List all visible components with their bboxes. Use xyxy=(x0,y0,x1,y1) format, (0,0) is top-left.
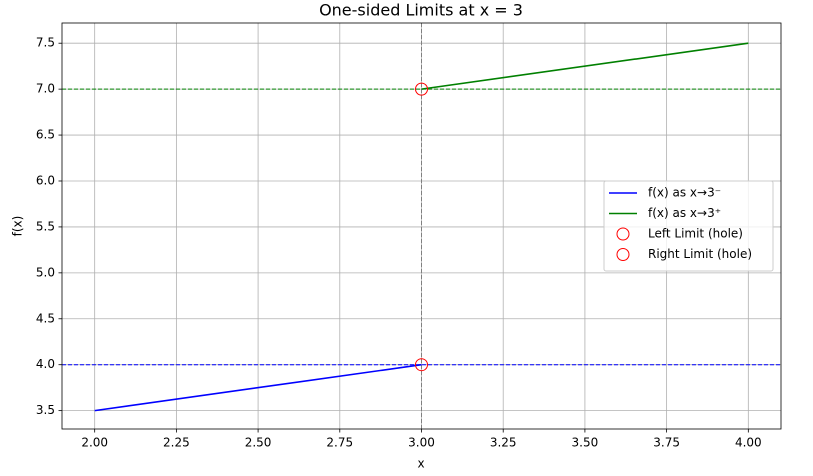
hole-marker xyxy=(415,82,428,96)
y-tick-label: 5.0 xyxy=(36,265,55,279)
legend-marker xyxy=(616,248,630,261)
y-tick-label: 7.5 xyxy=(36,36,55,50)
y-tick-label: 5.5 xyxy=(36,219,55,233)
x-tick-label: 4.00 xyxy=(735,436,762,450)
plot-frame xyxy=(61,22,782,430)
legend-label: f(x) as x→3⁺ xyxy=(648,206,721,220)
hole-marker xyxy=(415,358,428,372)
x-tick-label: 2.25 xyxy=(163,436,190,450)
x-tick-label: 3.50 xyxy=(572,436,599,450)
x-tick-label: 3.75 xyxy=(653,436,680,450)
y-tick-label: 7.0 xyxy=(36,82,55,96)
x-tick-label: 3.00 xyxy=(408,436,435,450)
x-axis-label: x xyxy=(417,457,424,471)
legend-label: f(x) as x→3⁻ xyxy=(648,186,721,200)
y-tick-label: 6.5 xyxy=(36,128,55,142)
legend-marker xyxy=(616,227,630,241)
y-tick-label: 4.5 xyxy=(36,311,55,325)
y-tick-label: 4.0 xyxy=(36,357,55,371)
y-axis-label: f(x) xyxy=(11,216,25,237)
y-tick-label: 6.0 xyxy=(36,173,55,187)
legend-box xyxy=(603,180,774,272)
line-series xyxy=(421,42,749,90)
y-tick-label: 3.5 xyxy=(36,403,55,417)
legend-label: Left Limit (hole) xyxy=(648,227,743,241)
line-series xyxy=(94,363,422,412)
legend-label: Right Limit (hole) xyxy=(648,247,752,261)
x-tick-label: 2.00 xyxy=(81,436,108,450)
x-tick-label: 2.75 xyxy=(326,436,353,450)
x-tick-label: 3.25 xyxy=(490,436,517,450)
chart-title: One-sided Limits at x = 3 xyxy=(319,1,523,20)
x-tick-label: 2.50 xyxy=(245,436,272,450)
